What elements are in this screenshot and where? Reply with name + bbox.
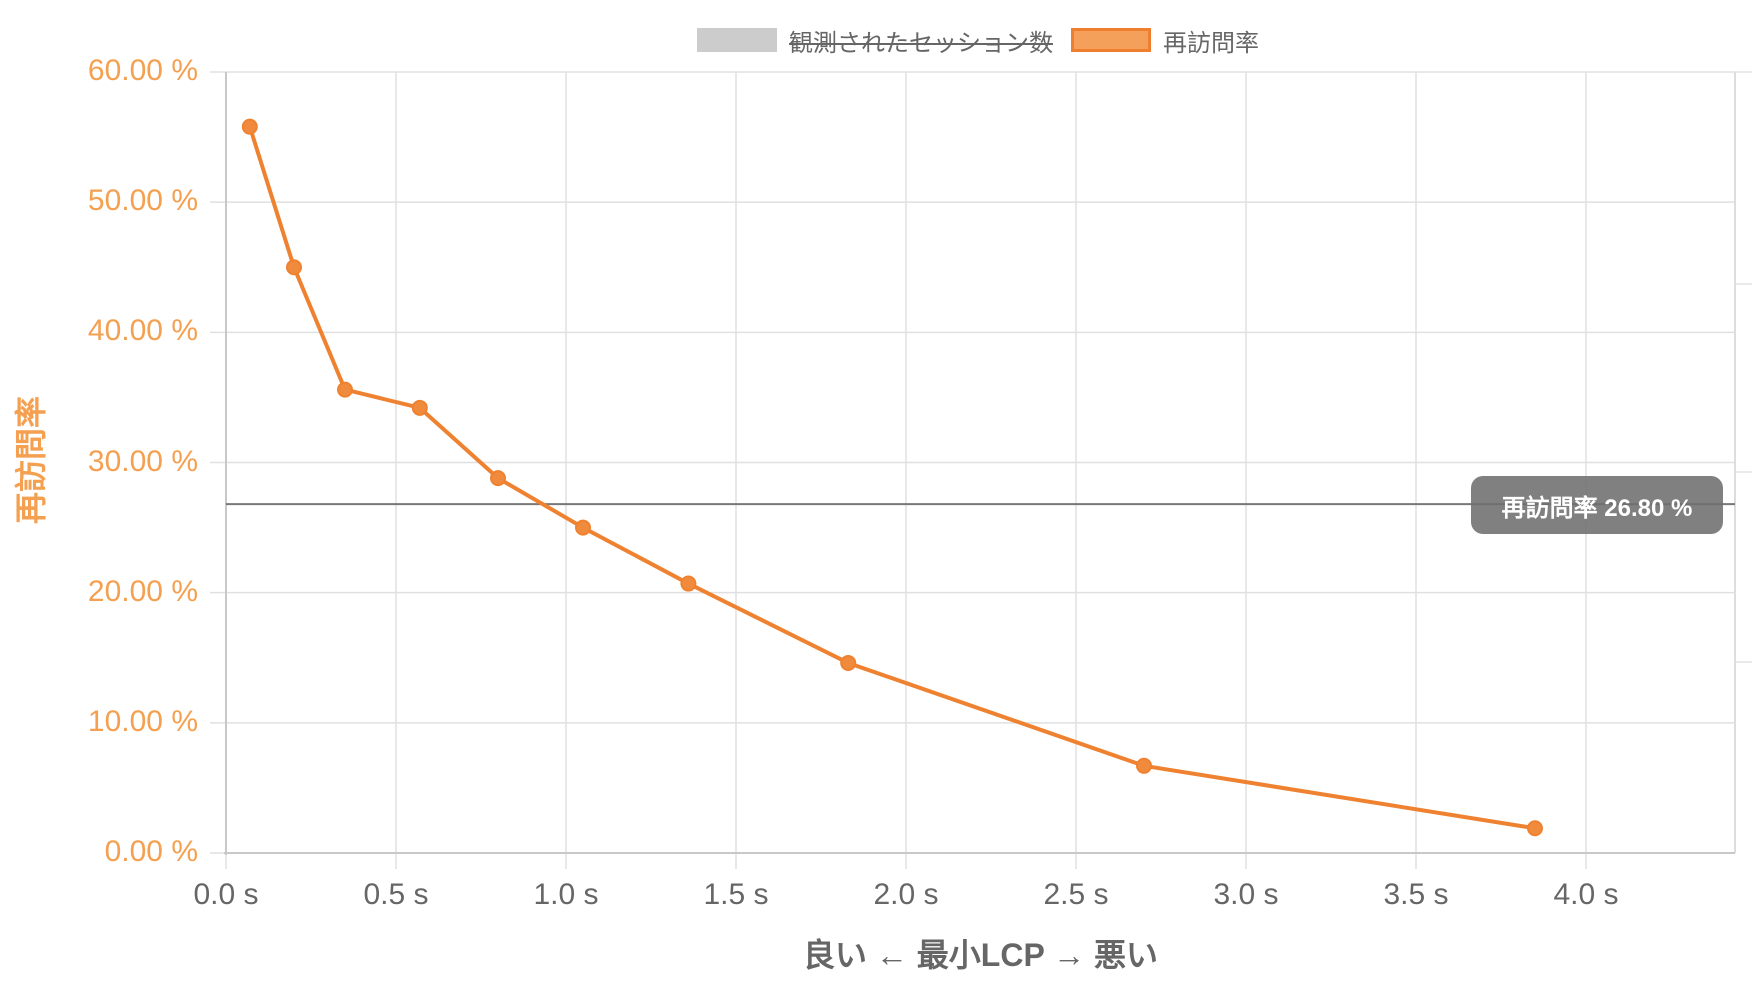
legend: 観測されたセッション数 再訪問率 xyxy=(0,25,1752,57)
x-tick-label: 2.5 s xyxy=(1043,878,1109,911)
legend-swatch-sessions xyxy=(697,28,777,52)
x-tick-label: 1.5 s xyxy=(703,878,769,911)
x-tick-label: 1.0 s xyxy=(533,878,599,911)
data-point[interactable] xyxy=(286,259,302,276)
legend-item-revisit-rate[interactable]: 再訪問率 xyxy=(1071,25,1259,57)
data-point[interactable] xyxy=(575,519,591,536)
y-tick-label: 30.00 % xyxy=(87,444,198,478)
x-tick-label: 3.0 s xyxy=(1213,878,1279,911)
data-point[interactable] xyxy=(680,575,697,592)
data-point[interactable] xyxy=(241,118,258,135)
y-axis-title: 再訪問率 xyxy=(4,380,54,540)
x-tick-label: 0.5 s xyxy=(363,878,429,911)
x-tick-label: 2.0 s xyxy=(873,878,939,911)
legend-swatch-revisit-rate xyxy=(1071,28,1151,52)
y-tick-label: 10.00 % xyxy=(87,704,198,738)
y-tick-label: 50.00 % xyxy=(87,184,198,218)
reference-line-label-text: 再訪問率 26.80 % xyxy=(1501,494,1693,522)
y-tick-label: 0.00 % xyxy=(104,835,198,868)
data-point[interactable] xyxy=(490,470,506,487)
data-point[interactable] xyxy=(840,654,857,671)
legend-item-sessions[interactable]: 観測されたセッション数 xyxy=(697,25,1053,57)
x-tick-label: 0.0 s xyxy=(193,878,259,911)
x-axis-title: 良い ← 最小LCP → 悪い xyxy=(803,937,1158,973)
y-tick-label: 20.00 % xyxy=(87,574,198,608)
reference-line-label: 再訪問率 26.80 % xyxy=(1471,476,1723,534)
data-point[interactable] xyxy=(337,381,353,398)
y-tick-label: 60.00 % xyxy=(87,54,198,87)
data-points xyxy=(241,118,1543,837)
y-axis-title-text: 再訪問率 xyxy=(13,395,50,525)
data-point[interactable] xyxy=(411,399,428,416)
legend-label-revisit-rate: 再訪問率 xyxy=(1163,29,1259,57)
series-line-revisit-rate xyxy=(247,126,1536,831)
data-point[interactable] xyxy=(1527,820,1543,837)
x-tick-label: 3.5 s xyxy=(1383,878,1449,911)
y-tick-label: 40.00 % xyxy=(87,314,198,348)
axes xyxy=(224,72,1735,855)
x-tick-label: 4.0 s xyxy=(1553,878,1619,911)
grid-lines xyxy=(210,71,1752,869)
data-point[interactable] xyxy=(1136,757,1152,774)
legend-label-sessions: 観測されたセッション数 xyxy=(789,29,1053,57)
